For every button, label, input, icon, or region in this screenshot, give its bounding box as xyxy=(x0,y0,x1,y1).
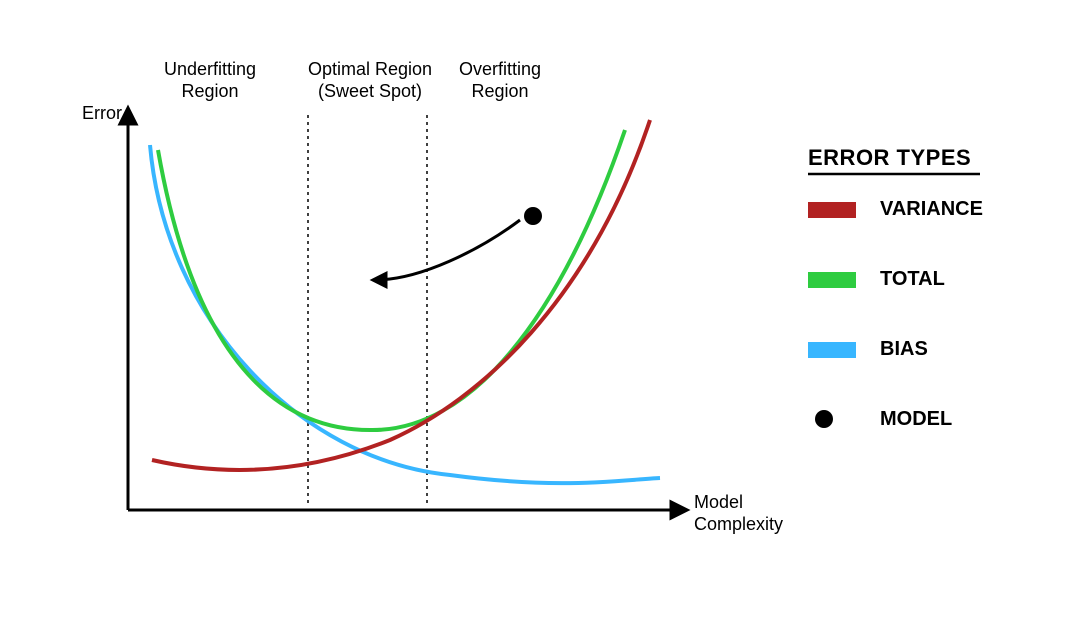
legend-dot-icon xyxy=(815,410,833,428)
x-axis-label-line1: Model xyxy=(694,492,743,512)
optimal-label-line2: (Sweet Spot) xyxy=(318,81,422,101)
legend-swatch-icon xyxy=(808,202,856,218)
legend-item-model: MODEL xyxy=(815,408,952,430)
legend-item-bias: BIAS xyxy=(808,338,928,360)
model-dot-icon xyxy=(524,207,542,225)
bias-variance-chart: Underfitting Region Optimal Region (Swee… xyxy=(0,0,1080,626)
legend-label: VARIANCE xyxy=(880,198,983,220)
optimal-label-line1: Optimal Region xyxy=(308,59,432,79)
legend-swatch-icon xyxy=(808,272,856,288)
y-axis-label: Error xyxy=(82,103,122,123)
overfitting-label-line2: Region xyxy=(471,81,528,101)
legend-item-total: TOTAL xyxy=(808,268,945,290)
overfitting-label-line1: Overfitting xyxy=(459,59,541,79)
legend-label: BIAS xyxy=(880,338,928,360)
legend-label: MODEL xyxy=(880,408,952,430)
region-labels: Underfitting Region Optimal Region (Swee… xyxy=(164,59,541,101)
legend: ERROR TYPES VARIANCE TOTAL BIAS MODEL xyxy=(808,145,983,430)
underfitting-label-line1: Underfitting xyxy=(164,59,256,79)
model-to-optimal-arrow xyxy=(375,220,520,280)
legend-swatch-icon xyxy=(808,342,856,358)
underfitting-label-line2: Region xyxy=(181,81,238,101)
legend-item-variance: VARIANCE xyxy=(808,198,983,220)
legend-label: TOTAL xyxy=(880,268,945,290)
x-axis-label-line2: Complexity xyxy=(694,514,783,534)
variance-curve xyxy=(152,120,650,470)
legend-title: ERROR TYPES xyxy=(808,145,971,170)
